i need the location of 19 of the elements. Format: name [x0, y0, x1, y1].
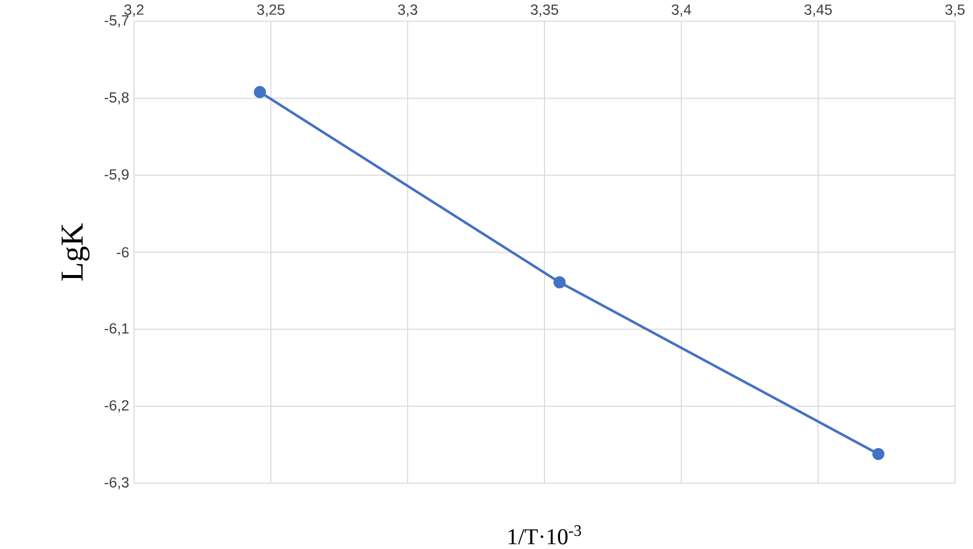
- x-tick-label: 3,2: [124, 4, 144, 17]
- x-tick-label: 3,3: [398, 4, 418, 17]
- point: [254, 86, 266, 98]
- x-tick-label: 3,35: [530, 4, 558, 17]
- y-tick-label: -6,2: [104, 400, 129, 412]
- y-tick-label: -5,8: [104, 92, 129, 104]
- x-axis-title: 1/T·10$^{-3}$: [508, 525, 582, 544]
- x-tick-label: 3,25: [257, 4, 284, 17]
- x-tick-label: 3,45: [804, 4, 832, 17]
- point: [553, 276, 566, 288]
- x-tick-label: 3,4: [672, 4, 692, 17]
- y-tick-label: -6: [116, 247, 129, 258]
- x-tick-label: 3,5: [945, 4, 965, 17]
- y-axis-title: LgK: [62, 223, 90, 281]
- y-tick-label: -6,1: [104, 323, 129, 336]
- y-tick-label: -5,9: [104, 169, 129, 182]
- y-tick-label: -5,7: [104, 15, 129, 28]
- point: [872, 448, 884, 460]
- y-tick-label: -6,3: [104, 477, 129, 490]
